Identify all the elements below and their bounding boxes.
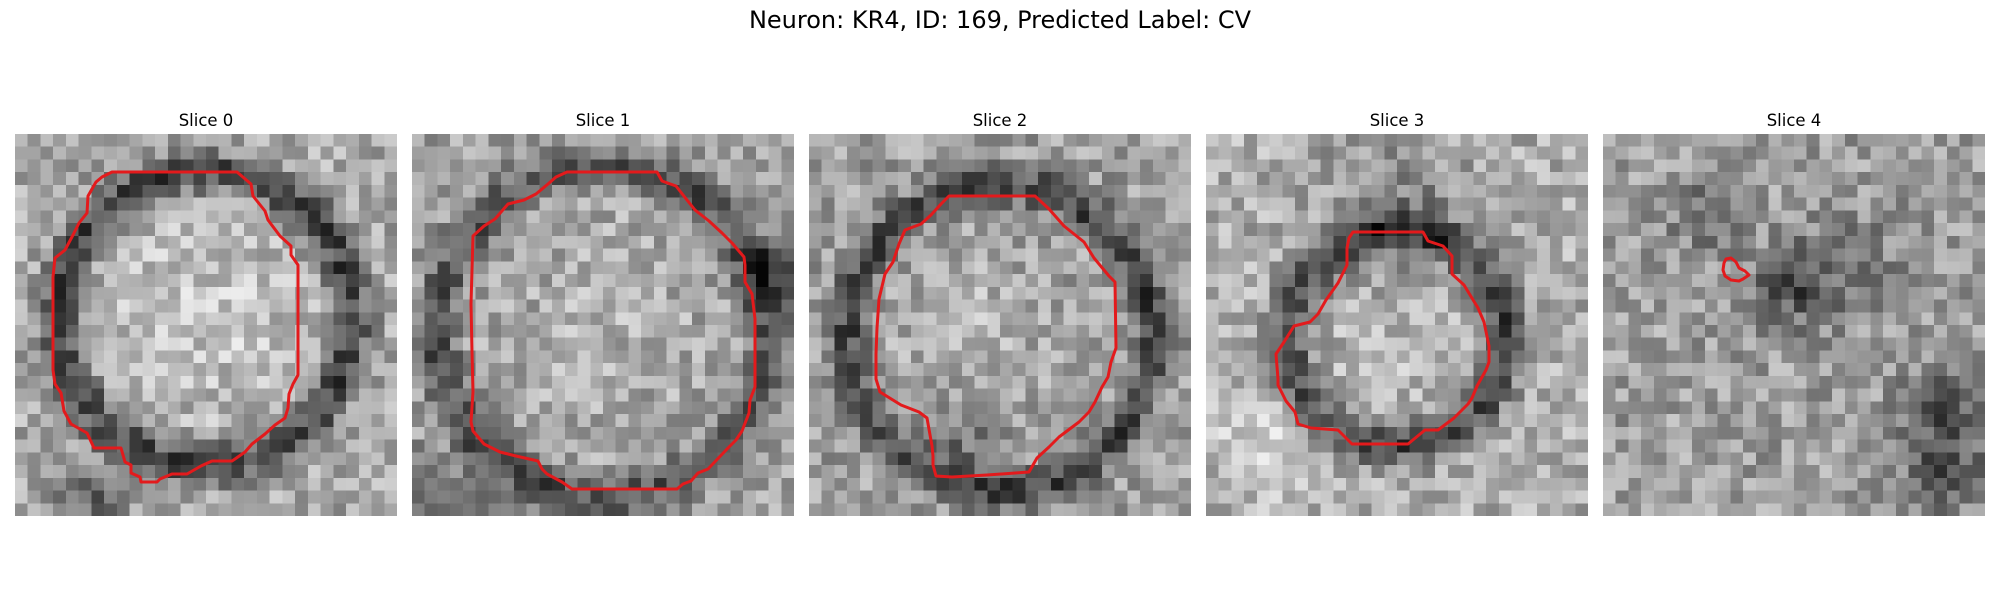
slice-image-1 bbox=[412, 134, 794, 516]
slice-image-3 bbox=[1206, 134, 1588, 516]
slice-panel-1: Slice 1 bbox=[412, 108, 794, 516]
slice-image-0 bbox=[15, 134, 397, 516]
slice-title-2: Slice 2 bbox=[972, 111, 1028, 130]
em-image-slice-1 bbox=[412, 134, 794, 516]
contour-outline-3 bbox=[1274, 230, 1491, 446]
slice-panel-2: Slice 2 bbox=[809, 108, 1191, 516]
contour-outline-1 bbox=[469, 170, 757, 491]
segmentation-contour-slice-3 bbox=[1274, 230, 1491, 446]
slice-image-4 bbox=[1603, 134, 1985, 516]
contour-outline-4 bbox=[1721, 256, 1751, 283]
em-image-slice-2 bbox=[809, 134, 1191, 516]
slice-title-0: Slice 0 bbox=[178, 111, 234, 130]
figure-title: Neuron: KR4, ID: 169, Predicted Label: C… bbox=[748, 6, 1252, 34]
em-image-slice-3 bbox=[1206, 134, 1588, 516]
slice-panel-3: Slice 3 bbox=[1206, 108, 1588, 516]
contour-outline-0 bbox=[51, 170, 300, 484]
slice-panel-4: Slice 4 bbox=[1603, 108, 1985, 516]
segmentation-contour-slice-0 bbox=[51, 170, 300, 484]
slice-panel-0: Slice 0 bbox=[15, 108, 397, 516]
segmentation-contour-slice-1 bbox=[469, 170, 757, 491]
slice-title-3: Slice 3 bbox=[1369, 111, 1425, 130]
em-image-slice-4 bbox=[1603, 134, 1985, 516]
em-image-slice-0 bbox=[15, 134, 397, 516]
segmentation-contour-slice-4 bbox=[1721, 256, 1751, 283]
slice-title-4: Slice 4 bbox=[1766, 111, 1822, 130]
segmentation-contour-slice-2 bbox=[874, 194, 1118, 479]
slice-image-2 bbox=[809, 134, 1191, 516]
contour-outline-2 bbox=[874, 194, 1118, 479]
slice-title-1: Slice 1 bbox=[575, 111, 631, 130]
